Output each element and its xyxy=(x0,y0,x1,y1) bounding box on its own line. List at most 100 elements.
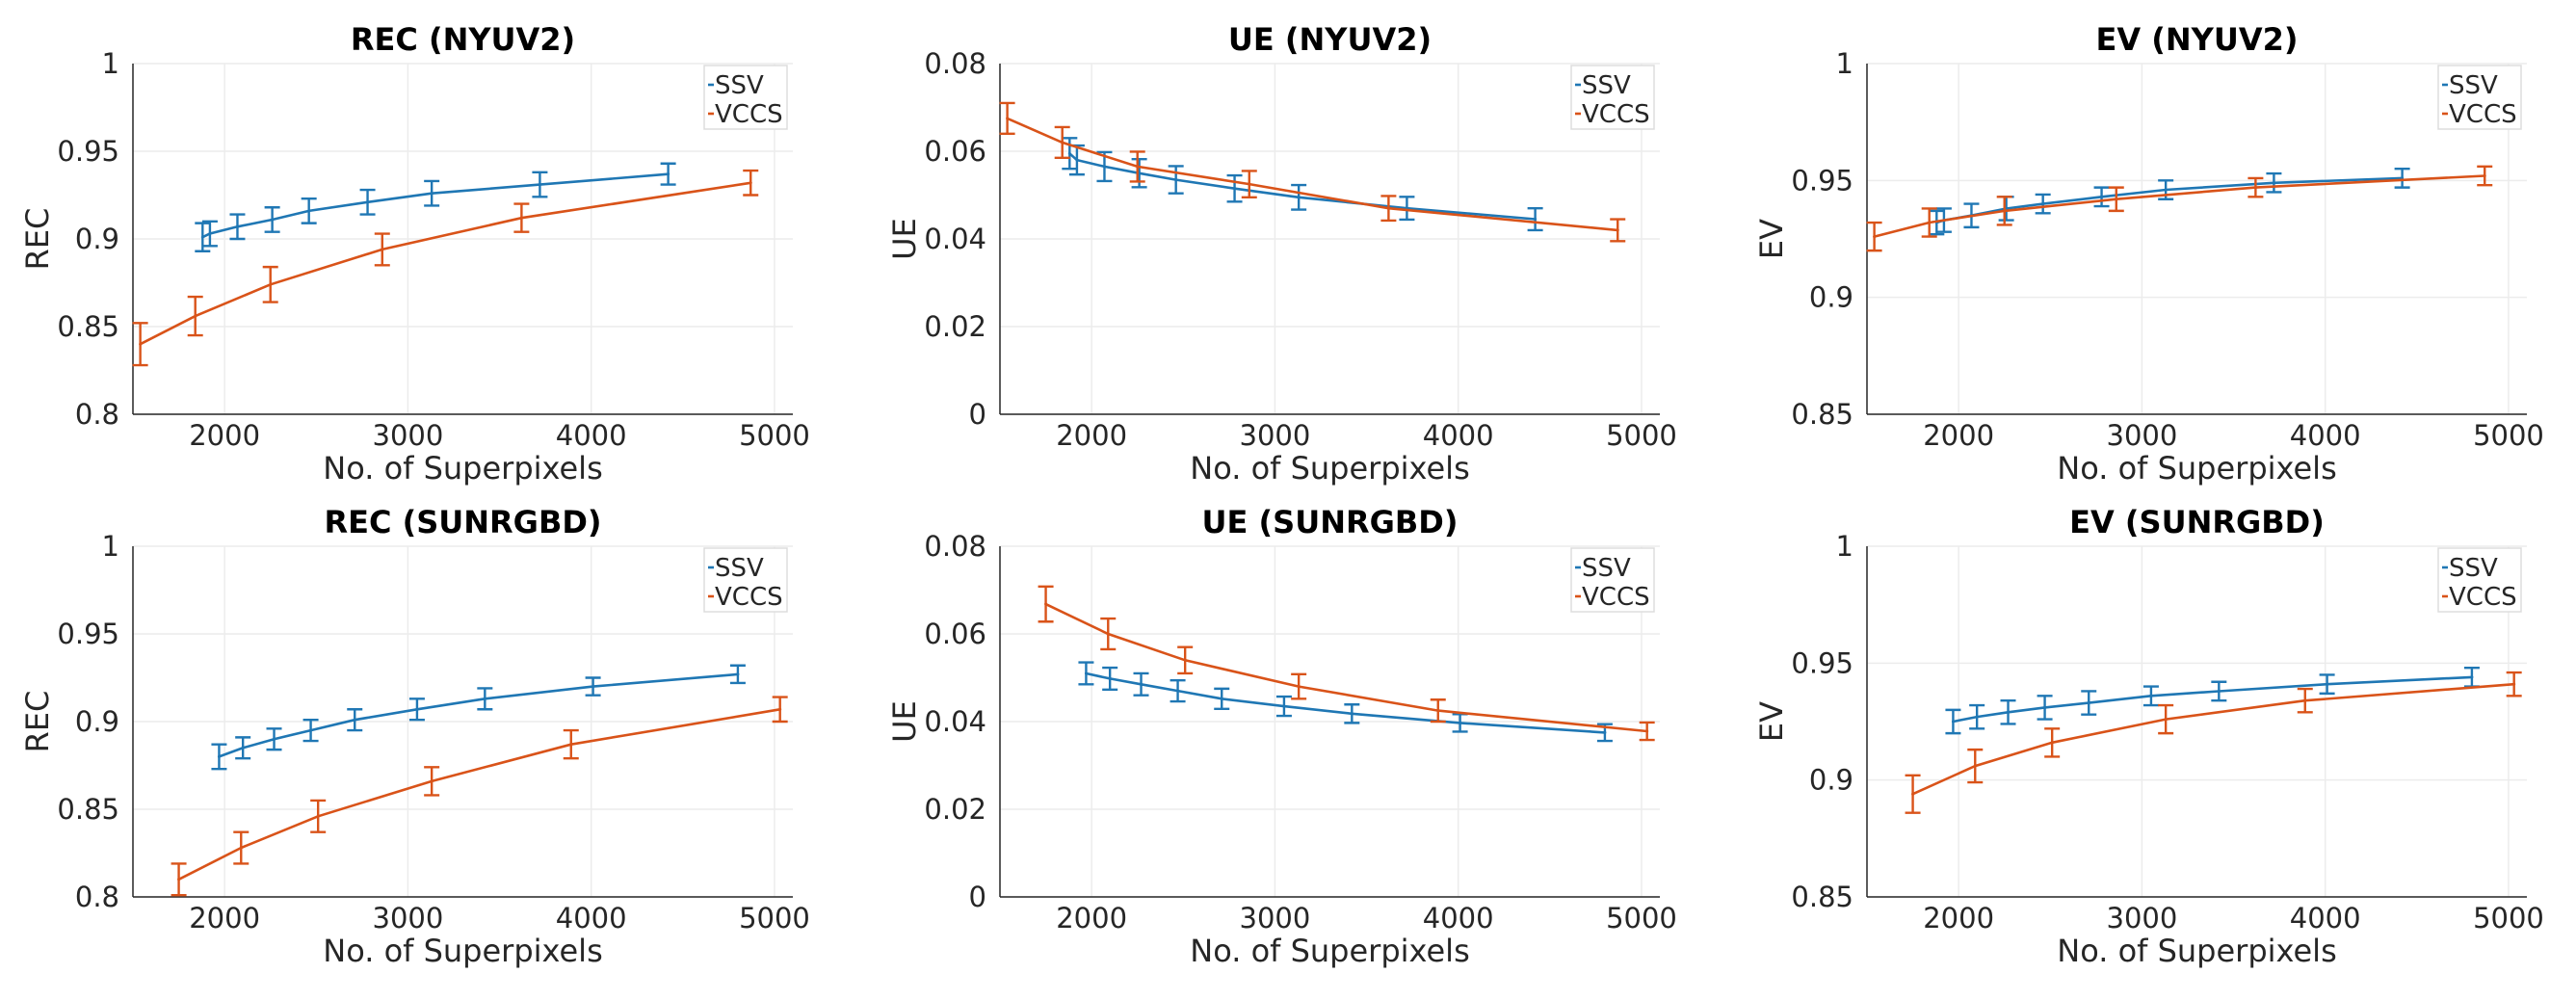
legend-label: SSV xyxy=(2449,554,2498,583)
data-point xyxy=(2470,675,2474,679)
error-bar xyxy=(1133,671,1149,697)
error-bar xyxy=(201,220,218,248)
y-tick-label: 0.95 xyxy=(57,618,119,650)
error-bar xyxy=(1969,703,1985,730)
legend-label: SSV xyxy=(1582,71,1631,100)
x-tick-label: 4000 xyxy=(1423,419,1494,452)
data-point xyxy=(591,685,595,689)
error-bar xyxy=(1610,218,1626,243)
error-bar xyxy=(1921,207,1937,238)
data-point xyxy=(2050,741,2054,745)
series-line xyxy=(1874,174,2485,238)
data-point xyxy=(239,846,243,850)
x-axis-label: No. of Superpixels xyxy=(2057,450,2336,487)
legend-label: VCCS xyxy=(1582,100,1650,129)
error-bar xyxy=(2266,171,2282,194)
x-axis-label: No. of Superpixels xyxy=(1190,933,1469,969)
error-bar xyxy=(2211,680,2227,702)
y-tick-label: 0.02 xyxy=(924,793,986,826)
error-bar xyxy=(1226,173,1243,203)
error-bar xyxy=(1291,672,1307,700)
error-bar xyxy=(2158,703,2174,735)
x-tick-label: 3000 xyxy=(1240,419,1311,452)
error-bar xyxy=(229,213,246,241)
y-tick-label: 0.02 xyxy=(924,310,986,343)
y-tick-label: 0.04 xyxy=(924,705,986,738)
y-tick-label: 1 xyxy=(1836,530,1853,563)
data-point xyxy=(2512,682,2516,686)
series-line xyxy=(1007,117,1618,232)
error-bar xyxy=(1170,679,1186,703)
data-point xyxy=(2115,197,2118,201)
y-tick-label: 0.08 xyxy=(924,530,986,563)
chart-panel-2: 2000 3000 4000 5000 0.85 0.9 0.95 1 EV (NYUV2) No… xyxy=(1753,21,2544,487)
data-point xyxy=(1603,730,1607,734)
error-bar xyxy=(302,718,319,743)
error-bar xyxy=(1967,748,1984,784)
x-tick-label: 4000 xyxy=(2290,902,2361,934)
data-point xyxy=(1386,206,1390,210)
error-bar xyxy=(532,171,548,198)
error-bar xyxy=(2081,690,2097,716)
data-point xyxy=(430,192,434,196)
y-tick-label: 0.9 xyxy=(1809,281,1853,314)
x-tick-label: 5000 xyxy=(739,419,810,452)
error-bar xyxy=(1078,661,1094,686)
error-bar xyxy=(266,727,282,751)
error-bar xyxy=(1177,645,1194,675)
data-point xyxy=(1102,165,1106,169)
data-point xyxy=(1534,218,1538,222)
x-tick-label: 2000 xyxy=(1056,419,1127,452)
data-point xyxy=(269,282,273,286)
x-tick-label: 4000 xyxy=(556,419,627,452)
data-point xyxy=(538,183,541,187)
series-line xyxy=(140,181,751,346)
data-point xyxy=(235,224,239,228)
error-bar xyxy=(424,766,440,797)
error-bar xyxy=(999,101,1015,136)
error-bar xyxy=(1038,585,1054,623)
error-bar xyxy=(2044,727,2061,758)
error-bar xyxy=(2108,186,2124,213)
y-axis-label: UE xyxy=(886,700,923,743)
y-axis-label: REC xyxy=(19,208,56,271)
data-point xyxy=(208,232,212,236)
data-point xyxy=(2253,186,2257,190)
series-vccs xyxy=(1905,671,2522,814)
legend-label: SSV xyxy=(715,71,764,100)
y-tick-label: 0.85 xyxy=(1791,881,1853,913)
x-tick-label: 4000 xyxy=(556,902,627,934)
y-tick-label: 0 xyxy=(969,398,986,431)
error-bar xyxy=(2093,186,2110,208)
data-point xyxy=(2149,694,2153,697)
data-point xyxy=(381,248,384,251)
y-axis-label: EV xyxy=(1753,219,1790,259)
y-tick-label: 0.95 xyxy=(1791,164,1853,197)
error-bar xyxy=(2506,671,2522,697)
legend-label: VCCS xyxy=(2449,100,2517,129)
data-point xyxy=(1061,141,1065,145)
y-tick-label: 0.04 xyxy=(924,223,986,255)
x-tick-label: 5000 xyxy=(739,902,810,934)
data-point xyxy=(273,737,276,741)
error-bar xyxy=(1168,165,1184,195)
y-tick-label: 0.9 xyxy=(1809,764,1853,797)
data-point xyxy=(2483,173,2486,177)
error-bar xyxy=(374,232,390,267)
data-point xyxy=(217,754,221,758)
error-bar xyxy=(2037,695,2053,721)
x-tick-label: 2000 xyxy=(1056,902,1127,934)
x-axis-label: No. of Superpixels xyxy=(1190,450,1469,487)
data-point xyxy=(1176,689,1180,693)
data-point xyxy=(1975,715,1979,719)
data-point xyxy=(1928,221,1932,224)
series-ssv xyxy=(1078,661,1613,743)
data-point xyxy=(353,718,356,722)
legend-label: SSV xyxy=(2449,71,2498,100)
error-bar xyxy=(772,696,788,724)
x-tick-label: 3000 xyxy=(373,902,444,934)
x-tick-label: 4000 xyxy=(1423,902,1494,934)
